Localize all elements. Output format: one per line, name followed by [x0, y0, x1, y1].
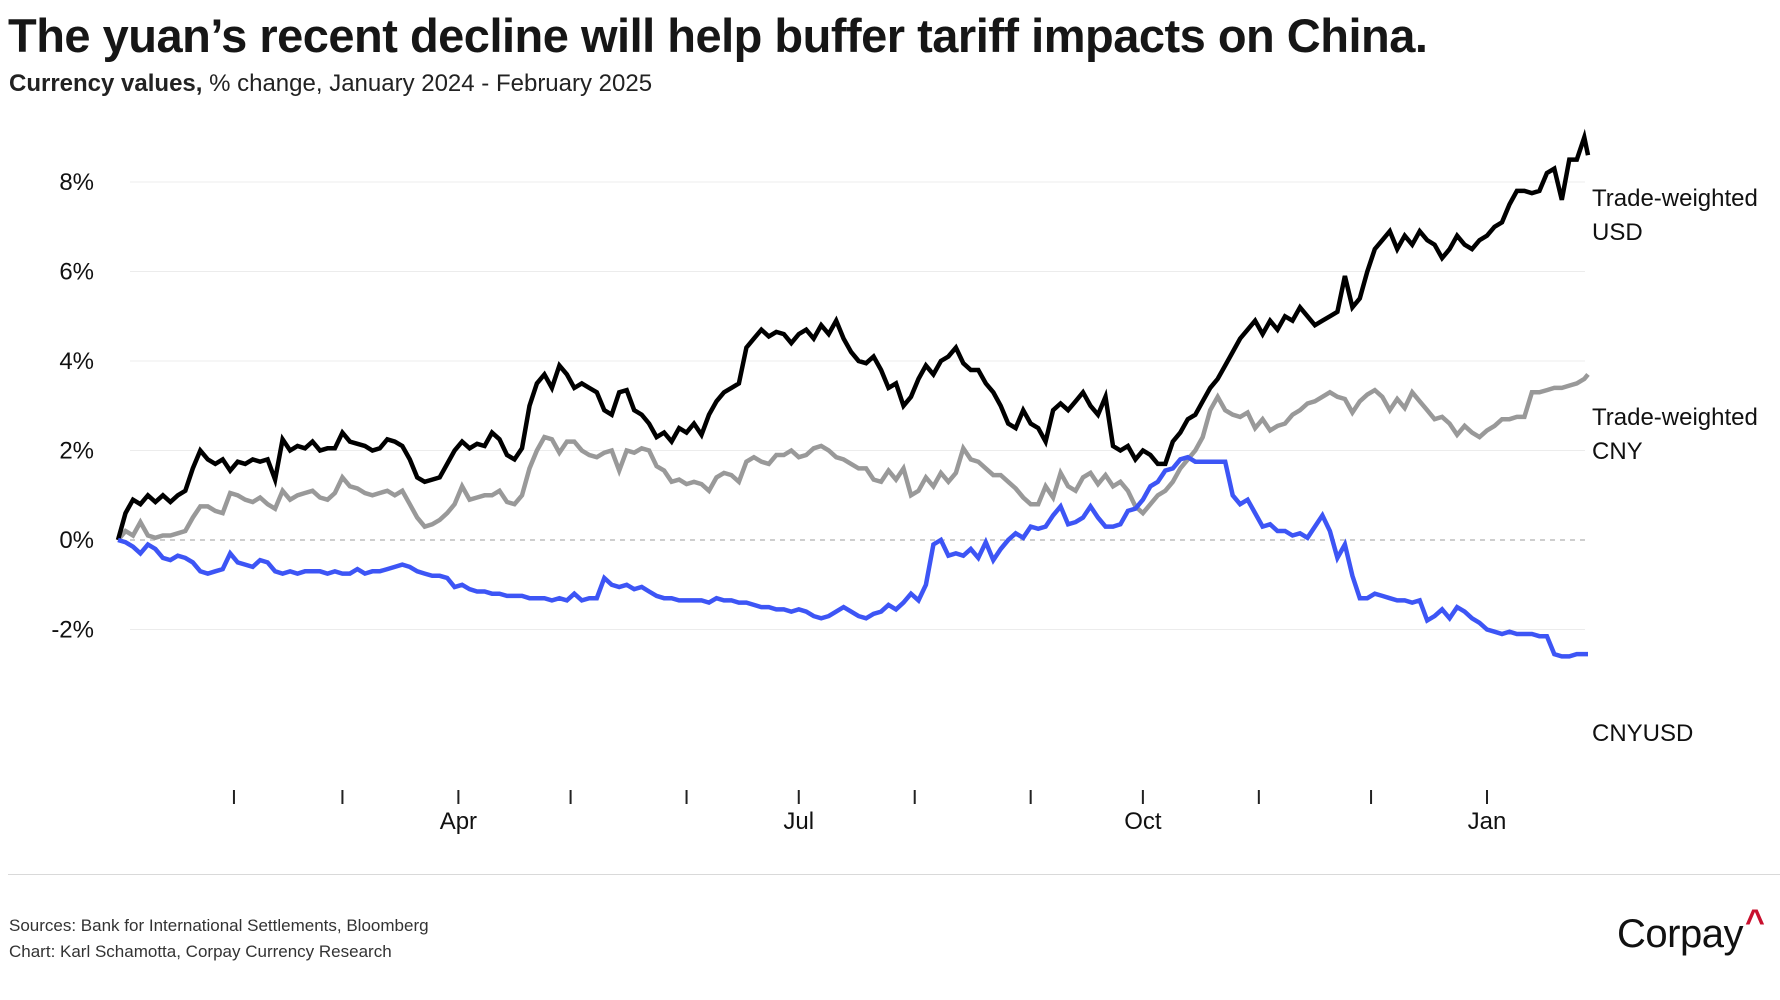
- line-chart: 8% 6% 4% 2% 0% -2% Apr Jul Oct Jan Trade-weighte…: [51, 128, 1758, 835]
- x-axis: Apr Jul Oct Jan: [232, 790, 1507, 835]
- x-tick-label: Oct: [1124, 808, 1162, 835]
- series-label: USD: [1592, 219, 1643, 246]
- subtitle-rest: % change, January 2024 - February 2025: [202, 70, 653, 97]
- x-tick-label: Jul: [783, 808, 814, 835]
- gridlines: [130, 181, 1585, 630]
- x-tick-label: Jan: [1468, 808, 1507, 835]
- series-label: CNYUSD: [1592, 720, 1693, 747]
- series-line-trade-weighted-cny: [116, 372, 1590, 542]
- y-tick-label: 6%: [59, 259, 94, 286]
- y-tick-label: 8%: [59, 169, 94, 196]
- y-axis: 8% 6% 4% 2% 0% -2%: [51, 169, 94, 644]
- series-label: Trade-weighted: [1592, 185, 1758, 212]
- chart-title: The yuan’s recent decline will help buff…: [8, 9, 1428, 62]
- logo-text: Corpay: [1617, 912, 1743, 956]
- corpay-logo: Corpay^: [1617, 903, 1765, 957]
- source-line: Sources: Bank for International Settleme…: [9, 916, 429, 935]
- chart-subtitle: Currency values, % change, January 2024 …: [9, 70, 652, 98]
- footer-divider: [8, 874, 1780, 875]
- series-label: Trade-weighted: [1592, 404, 1758, 431]
- series-label: CNY: [1592, 438, 1643, 465]
- subtitle-bold: Currency values,: [9, 70, 203, 97]
- footer-sources: Sources: Bank for International Settleme…: [9, 913, 429, 965]
- y-tick-label: -2%: [51, 617, 94, 644]
- series-line-cnyusd: [117, 454, 1588, 659]
- y-tick-label: 0%: [59, 527, 94, 554]
- series-line-trade-weighted-usd: [115, 128, 1591, 541]
- credit-line: Chart: Karl Schamotta, Corpay Currency R…: [9, 942, 392, 961]
- x-tick-label: Apr: [440, 808, 477, 835]
- series-labels: Trade-weighted USD Trade-weighted CNY CNYUSD: [1592, 185, 1758, 747]
- y-tick-label: 2%: [59, 438, 94, 465]
- series-lines: [115, 128, 1591, 659]
- logo-caret-icon: ^: [1744, 903, 1765, 941]
- y-tick-label: 4%: [59, 348, 94, 375]
